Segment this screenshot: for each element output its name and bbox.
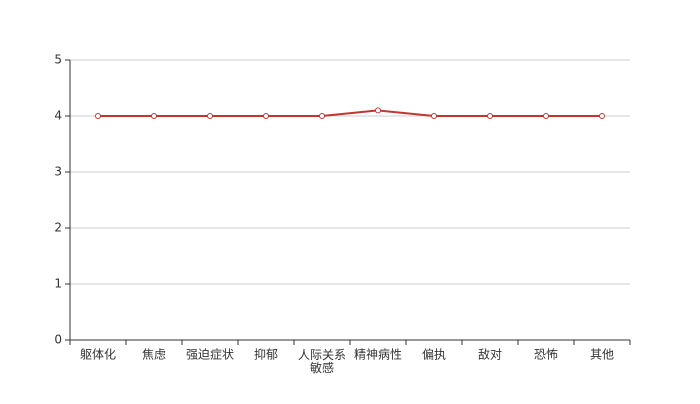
x-tick-label: 躯体化 (80, 347, 116, 362)
y-tick-label: 2 (54, 221, 62, 235)
point (263, 113, 269, 119)
y-tick-label: 4 (54, 109, 62, 123)
x-tick-label: 精神病性 (354, 347, 402, 362)
point (431, 113, 437, 119)
x-tick-label: 抑郁 (254, 347, 278, 362)
point (319, 113, 325, 119)
point (151, 113, 157, 119)
x-tick-label: 偏执 (422, 347, 446, 362)
y-tick-label: 0 (54, 333, 62, 347)
point (487, 113, 493, 119)
point (375, 107, 381, 114)
point (95, 113, 101, 119)
y-tick-label: 1 (54, 277, 62, 291)
line (98, 109, 602, 117)
x-tick-label: 强迫症状 (186, 347, 234, 362)
y-tick-label: 5 (54, 53, 62, 67)
point (207, 113, 213, 119)
point (543, 113, 549, 119)
point (599, 113, 605, 119)
y-tick-label: 3 (54, 165, 62, 179)
x-tick-label: 敌对 (478, 347, 502, 362)
x-tick-label: 恐怖 (534, 347, 558, 362)
x-tick-label: 其他 (590, 348, 614, 362)
x-tick-label: 焦虑 (142, 348, 166, 362)
x-tick-label: 人际关系敏感 (298, 348, 346, 375)
